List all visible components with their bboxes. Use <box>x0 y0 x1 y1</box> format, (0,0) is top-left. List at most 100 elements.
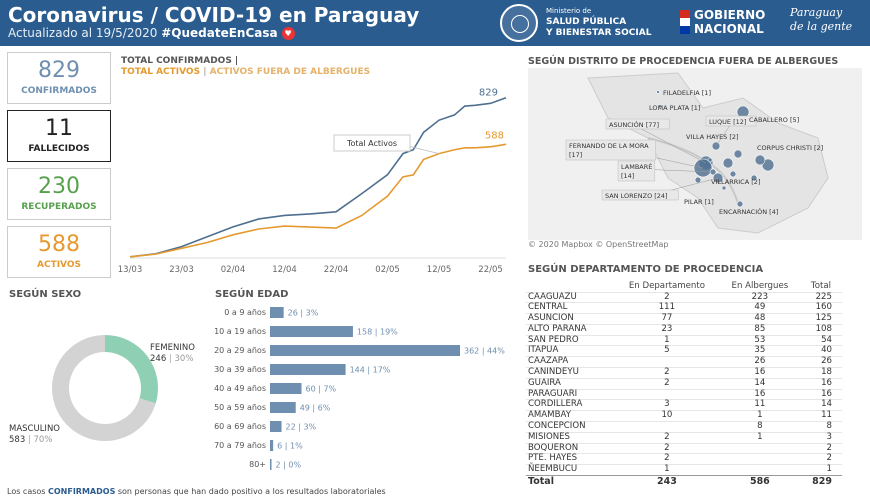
map-credit: © 2020 Mapbox © OpenStreetMap <box>528 240 669 249</box>
kpi-fallecidos[interactable]: 11 FALLECIDOS <box>7 110 111 162</box>
line-chart-title: TOTAL CONFIRMADOS | <box>121 56 239 66</box>
male-legend: MASCULINO 583 | 70% <box>9 424 60 445</box>
table-cell: 1 <box>719 410 800 422</box>
district-bubble[interactable] <box>733 149 743 159</box>
age-bar[interactable] <box>270 307 284 318</box>
table-cell: 586 <box>719 475 800 488</box>
district-bubble[interactable] <box>729 170 737 178</box>
table-cell: CENTRAL <box>526 302 614 314</box>
edad-bar-chart[interactable]: 0 a 9 años 26 | 3% 10 a 19 años 158 | 19% 20… <box>200 304 520 476</box>
district-bubble[interactable] <box>694 176 702 184</box>
table-cell: 54 <box>799 334 842 346</box>
kpi-value: 829 <box>38 58 80 83</box>
age-bar[interactable] <box>270 345 460 356</box>
age-value-label: 26 | 3% <box>288 309 319 318</box>
table-row: CAAZAPA 26 26 <box>526 356 842 368</box>
sexo-donut[interactable] <box>0 300 210 485</box>
table-cell <box>614 388 720 400</box>
age-bar[interactable] <box>270 402 296 413</box>
kpi-confirmados[interactable]: 829 CONFIRMADOS <box>7 52 111 104</box>
table-row: CORDILLERA 3 11 14 <box>526 399 842 411</box>
table-header-cell <box>526 281 614 292</box>
district-bubble[interactable] <box>761 158 775 172</box>
table-cell: 223 <box>719 291 800 303</box>
table-row: ÑEEMBUCU 1 1 <box>526 464 842 476</box>
district-bubble[interactable] <box>721 185 727 191</box>
age-bar[interactable] <box>270 364 346 375</box>
age-value-label: 60 | 7% <box>305 385 336 394</box>
table-cell <box>719 442 800 454</box>
age-value-label: 158 | 19% <box>357 328 398 337</box>
table-cell: 125 <box>799 313 842 325</box>
female-legend: FEMENINO 246 | 30% <box>150 343 195 364</box>
age-label: 0 a 9 años <box>224 308 266 317</box>
sexo-title: SEGÚN SEXO <box>9 289 82 300</box>
age-bar[interactable] <box>270 383 302 394</box>
age-bar[interactable] <box>270 326 353 337</box>
age-value-label: 49 | 6% <box>300 404 331 413</box>
table-cell: CAAGUAZU <box>526 291 614 303</box>
age-bar[interactable] <box>270 440 274 451</box>
table-cell: ITAPUA <box>526 345 614 357</box>
district-bubble[interactable] <box>656 90 660 94</box>
table-cell: 23 <box>614 323 720 336</box>
table-cell: 10 <box>614 410 720 422</box>
departamento-title: SEGÚN DEPARTAMENTO DE PROCEDENCIA <box>528 264 764 275</box>
x-tick-label: 23/03 <box>169 265 194 275</box>
line-chart[interactable]: 13/03 23/03 02/04 12/04 22/04 02/05 12/05 22/05… <box>118 80 518 276</box>
donut-slice-masculino[interactable] <box>52 335 156 441</box>
age-bar[interactable] <box>270 421 282 432</box>
table-cell: 2 <box>799 453 842 465</box>
kpi-label: CONFIRMADOS <box>21 86 97 96</box>
district-bubble[interactable] <box>750 174 758 182</box>
table-cell: 1 <box>719 431 800 444</box>
district-bubble[interactable] <box>722 157 734 169</box>
age-label: 60 a 69 años <box>214 422 266 431</box>
series-line-confirmados[interactable] <box>129 96 507 258</box>
table-cell: 11 <box>799 410 842 422</box>
table-header: En Departamento En Albergues Total <box>526 281 842 292</box>
series-line-activos[interactable] <box>129 143 507 258</box>
district-bubble[interactable] <box>754 154 766 166</box>
end-label-confirmados: 829 <box>479 88 498 99</box>
table-cell <box>614 421 720 433</box>
district-label-count: [14] <box>621 172 634 180</box>
donut-slice-femenino[interactable] <box>105 335 159 404</box>
kpi-value: 11 <box>45 116 73 141</box>
table-cell: ÑEEMBUCU <box>526 464 614 476</box>
table-cell: 1 <box>614 334 720 346</box>
table-cell <box>719 464 800 476</box>
table-cell: 11 <box>719 399 800 411</box>
age-bar[interactable] <box>270 459 272 470</box>
tooltip-box <box>333 134 411 152</box>
table-row: CANINDEYU 2 16 18 <box>526 367 842 379</box>
district-label: ENCARNACIÓN [4] <box>719 207 778 216</box>
kpi-label: ACTIVOS <box>37 260 81 270</box>
district-bubble[interactable] <box>736 200 744 208</box>
age-value-label: 144 | 17% <box>350 366 391 375</box>
table-cell: 3 <box>799 431 842 444</box>
table-cell: AMAMBAY <box>526 410 614 422</box>
slogan-line2: de la gente <box>790 20 853 33</box>
ministry-small-text: Ministerio de <box>546 7 592 15</box>
table-row: CONCEPCION 8 8 <box>526 421 842 433</box>
table-cell: 829 <box>799 475 842 488</box>
slogan-line1: Paraguay <box>790 6 843 19</box>
kpi-recuperados[interactable]: 230 RECUPERADOS <box>7 168 111 220</box>
male-pct: 70% <box>33 435 53 445</box>
legend-sep: | <box>200 67 210 77</box>
table-cell: 1 <box>614 464 720 476</box>
table-row: ITAPUA 5 35 40 <box>526 345 842 357</box>
flag-icon <box>680 10 690 34</box>
table-cell: SAN PEDRO <box>526 334 614 346</box>
table-cell: 16 <box>799 377 842 390</box>
table-cell: Total <box>526 475 614 488</box>
table-cell <box>614 356 720 368</box>
district-map[interactable]: FILADELFIA [1] LOMA PLATA [1] ASUNCIÓN [77… <box>528 68 862 240</box>
table-cell: 14 <box>719 377 800 390</box>
hashtag[interactable]: #QuedateEnCasa <box>161 26 278 40</box>
district-bubble[interactable] <box>658 104 662 108</box>
kpi-activos[interactable]: 588 ACTIVOS <box>7 226 111 278</box>
table-header-cell: Total <box>810 281 831 292</box>
district-label-box <box>705 115 757 127</box>
